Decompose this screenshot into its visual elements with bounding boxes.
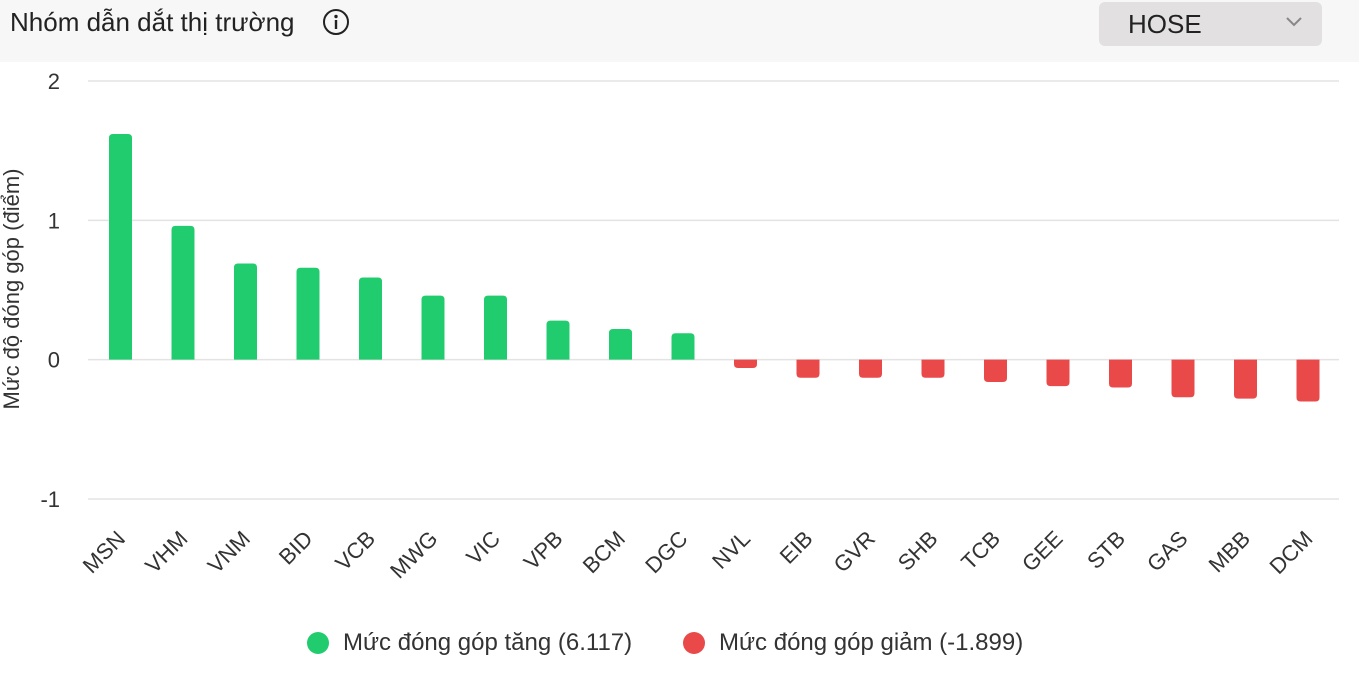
x-tick-label: NVL	[707, 526, 755, 574]
x-tick-label: DCM	[1264, 526, 1317, 579]
bar-gee	[1046, 359, 1070, 387]
y-tick-label: -1	[40, 487, 60, 512]
y-tick-label: 0	[48, 348, 60, 373]
x-tick-label: GVR	[829, 526, 880, 577]
bar-bid	[296, 267, 320, 360]
legend-label-increase: Mức đóng góp tăng (6.117)	[343, 629, 633, 656]
x-tick-label: VCB	[330, 526, 380, 576]
bar-gas	[1171, 359, 1195, 398]
chart-legend: Mức đóng góp tăng (6.117) Mức đóng góp g…	[0, 622, 1359, 666]
x-tick-label: TCB	[956, 526, 1005, 575]
x-tick-label: DGC	[640, 526, 692, 578]
x-tick-label: SHB	[893, 526, 943, 576]
bar-dgc	[671, 333, 695, 360]
bar-mwg	[421, 295, 445, 360]
x-tick-label: VIC	[461, 526, 505, 570]
bar-gvr	[859, 359, 882, 378]
y-axis-label: Mức độ đóng góp (điểm)	[0, 169, 24, 410]
x-tick-label: STB	[1082, 526, 1130, 574]
bar-shb	[921, 359, 945, 378]
bar-vhm	[171, 225, 195, 360]
bar-vnm	[234, 263, 257, 360]
legend-dot-increase	[307, 632, 329, 654]
bar-tcb	[984, 359, 1007, 382]
info-circle-icon[interactable]	[322, 8, 350, 36]
bar-msn	[109, 133, 132, 360]
page-title: Nhóm dẫn dắt thị trường	[10, 7, 295, 37]
bar-bcm	[609, 329, 632, 360]
bar-eib	[796, 359, 820, 378]
exchange-select[interactable]: HOSE	[1099, 2, 1322, 46]
bar-nvl	[734, 359, 757, 369]
x-tick-label: EIB	[775, 526, 818, 569]
x-tick-label: VNM	[203, 526, 255, 578]
bar-stb	[1109, 359, 1132, 388]
bar-vpb	[546, 320, 570, 360]
y-tick-label: 1	[48, 208, 60, 233]
contribution-bar-chart: 2 1 0 -1 Mức độ đóng góp (điểm) MSN VHM VNM BID V…	[0, 69, 1339, 583]
header-bar: Nhóm dẫn dắt thị trường HOSE	[0, 0, 1359, 62]
x-tick-label: MBB	[1204, 526, 1255, 577]
x-tick-label: GAS	[1142, 526, 1193, 577]
x-tick-label: MWG	[385, 526, 442, 583]
legend-dot-decrease	[683, 632, 705, 654]
x-tick-label: MSN	[78, 526, 130, 578]
x-tick-label: VHM	[140, 526, 192, 578]
exchange-select-value: HOSE	[1128, 9, 1202, 39]
x-tick-label: BID	[274, 526, 318, 570]
x-tick-label: VPB	[519, 526, 568, 575]
bar-vic	[484, 295, 507, 360]
chevron-down-icon	[1286, 17, 1302, 27]
y-tick-label: 2	[48, 69, 60, 94]
bar-mbb	[1234, 359, 1257, 399]
x-tick-label: GEE	[1017, 526, 1068, 577]
legend-label-decrease: Mức đóng góp giảm (-1.899)	[719, 629, 1024, 656]
bar-dcm	[1296, 359, 1320, 402]
x-tick-label: BCM	[578, 526, 630, 578]
bar-vcb	[359, 277, 382, 360]
